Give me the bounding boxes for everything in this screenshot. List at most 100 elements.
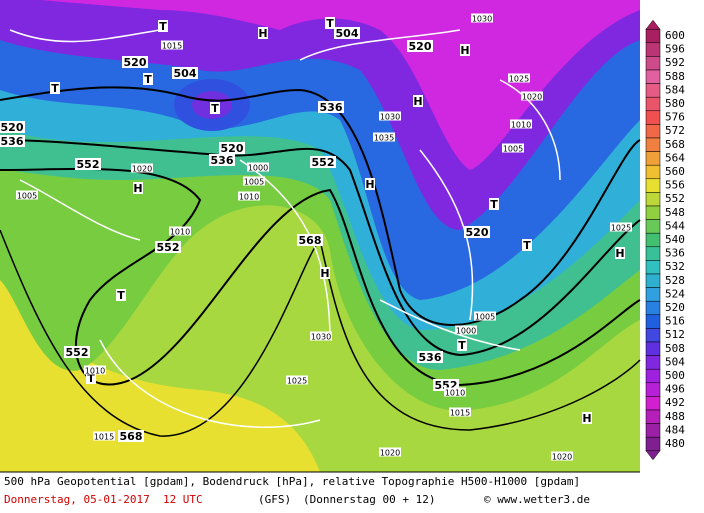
label-box [449, 407, 471, 417]
scale-label: 540 [665, 233, 685, 246]
scale-label: 524 [665, 287, 685, 300]
scale-cell [645, 341, 661, 356]
scale-cell [645, 124, 661, 139]
label-box [455, 325, 477, 335]
scale-label: 512 [665, 328, 685, 341]
contour-label: H [133, 182, 142, 195]
pressure-label: 1000 [456, 327, 476, 336]
scale-cell [645, 83, 661, 98]
scale-label: 584 [665, 83, 685, 96]
pressure-label: 1015 [450, 409, 470, 418]
label-box [460, 44, 470, 56]
scale-cell [645, 328, 661, 343]
label-box [118, 430, 144, 442]
label-box [379, 447, 401, 457]
footer-description: 500 hPa Geopotential [gpdam], Bodendruck… [4, 475, 580, 488]
pressure-label: 1005 [503, 145, 523, 154]
scale-cell [645, 151, 661, 166]
contour-label: 536 [419, 351, 442, 364]
label-box [334, 27, 360, 39]
scale-cell [645, 232, 661, 248]
scale-label: 568 [665, 138, 685, 151]
contour-label: H [413, 95, 422, 108]
label-box [86, 372, 96, 384]
label-box [464, 226, 490, 238]
scale-cell [645, 246, 661, 261]
scale-cell [645, 423, 661, 438]
pressure-label: 1025 [287, 377, 307, 386]
pressure-label: 1010 [170, 228, 190, 237]
contour-label: T [490, 198, 498, 211]
scale-label: 496 [665, 383, 685, 396]
scale-label: 544 [665, 219, 685, 232]
map-background [0, 0, 640, 472]
label-box [582, 412, 592, 424]
contour-label: 552 [312, 156, 335, 169]
scale-label: 592 [665, 56, 685, 69]
scale-cell [645, 273, 661, 288]
scale-cell [645, 355, 661, 370]
pressure-label: 1025 [611, 224, 631, 233]
scale-label: 484 [665, 423, 685, 436]
label-box [133, 182, 143, 194]
contour-label: H [258, 27, 267, 40]
contour-label: H [460, 44, 469, 57]
contour-label: 504 [336, 27, 359, 40]
label-box [16, 190, 38, 200]
contour-label: T [211, 102, 219, 115]
contour-label: T [117, 289, 125, 302]
contour-label: T [523, 239, 531, 252]
scale-label: 516 [665, 315, 685, 328]
label-box [243, 176, 265, 186]
scale-cell [645, 396, 661, 411]
label-box [286, 375, 308, 385]
scale-label: 508 [665, 342, 685, 355]
scale-label: 600 [665, 29, 685, 42]
label-box [116, 289, 126, 301]
scale-label: 552 [665, 192, 685, 205]
label-box [84, 365, 106, 375]
scale-label: 480 [665, 437, 685, 450]
label-box [75, 158, 101, 170]
scale-label: 556 [665, 179, 685, 192]
pressure-label: 1030 [380, 113, 400, 122]
scale-label: 560 [665, 165, 685, 178]
contour-label: 568 [120, 430, 143, 443]
label-box [417, 351, 443, 363]
scale-label: 520 [665, 301, 685, 314]
label-box [0, 135, 25, 147]
scale-tip [645, 19, 661, 30]
label-box [210, 102, 220, 114]
scale-cell [645, 110, 661, 125]
scale-cell [645, 260, 661, 275]
pressure-label: 1010 [511, 121, 531, 130]
footer-background [0, 472, 704, 513]
contour-label: 504 [174, 67, 197, 80]
label-box [310, 156, 336, 168]
label-box [508, 73, 530, 83]
contour-label: T [144, 73, 152, 86]
pressure-label: 1030 [472, 15, 492, 24]
contour-label: T [51, 82, 59, 95]
contour-label: T [458, 339, 466, 352]
scale-label: 536 [665, 247, 685, 260]
contour-label: 536 [211, 154, 234, 167]
pressure-label: 1015 [94, 433, 114, 442]
contour-label: 520 [124, 56, 147, 69]
scale-cell [645, 382, 661, 397]
pressure-label: 1020 [380, 449, 400, 458]
footer-run: (Donnerstag 00 + 12) [303, 493, 435, 506]
scale-cell [645, 56, 661, 71]
label-box [379, 111, 401, 121]
pressure-label: 1015 [162, 42, 182, 51]
contour-label: 552 [77, 158, 100, 171]
scale-cell [645, 436, 661, 452]
footer-date: Donnerstag, 05-01-2017 12 UTC [4, 493, 203, 506]
scale-cell [645, 409, 661, 424]
contours [0, 29, 641, 437]
scale-label: 504 [665, 355, 685, 368]
label-box [320, 267, 330, 279]
contour-label: T [159, 20, 167, 33]
